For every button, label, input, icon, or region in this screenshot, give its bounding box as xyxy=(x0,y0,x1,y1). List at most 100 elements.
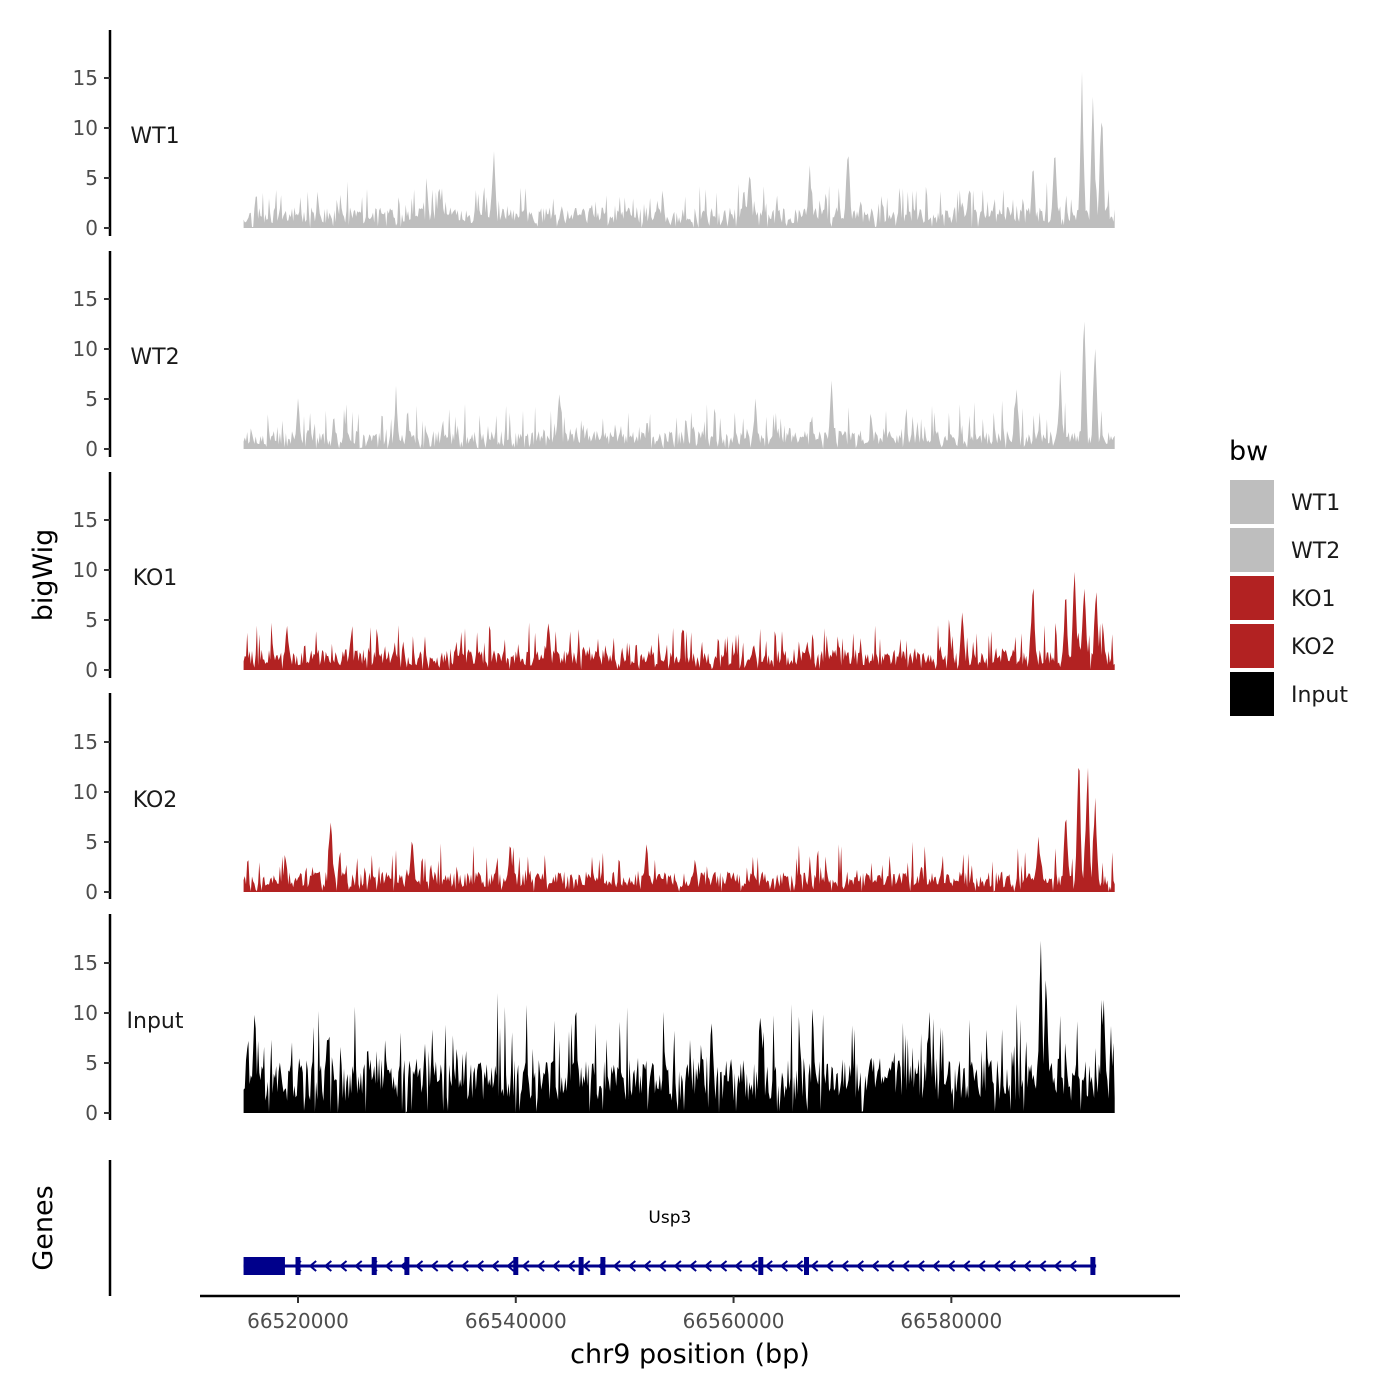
strand-arrow xyxy=(962,1260,971,1272)
x-tick-label: 66560000 xyxy=(683,1309,785,1333)
strand-arrow xyxy=(430,1260,439,1272)
strand-arrow xyxy=(916,1260,925,1272)
coverage-tracks: 0 5 10 15 WT1 0 5 10 15 WT2 0 5 10 15 KO1 0 5 10 15 KO2 0 5 10… xyxy=(73,30,1115,1125)
strand-arrow xyxy=(627,1260,636,1272)
gene-exon xyxy=(600,1257,606,1275)
strand-arrow xyxy=(749,1260,758,1272)
legend-label-wt2: WT2 xyxy=(1291,539,1340,564)
strand-arrow xyxy=(354,1260,363,1272)
track-wt2: 0 5 10 15 WT2 xyxy=(73,251,1115,461)
strand-arrow xyxy=(658,1260,667,1272)
strand-arrow xyxy=(338,1260,348,1272)
y-tick-label: 5 xyxy=(85,1051,98,1075)
strand-arrow xyxy=(597,1260,606,1272)
y-tick-label: 15 xyxy=(73,287,98,311)
strand-arrow xyxy=(779,1260,788,1272)
legend-key-ko1 xyxy=(1230,576,1274,620)
strand-arrow xyxy=(521,1260,530,1272)
y-tick-label: 15 xyxy=(73,508,98,532)
strand-arrow xyxy=(384,1260,393,1272)
gene-label: Usp3 xyxy=(648,1208,691,1228)
strand-arrow xyxy=(475,1260,484,1272)
legend-title: bw xyxy=(1229,436,1268,467)
strand-arrow xyxy=(977,1260,986,1272)
genes-panel: Usp3 xyxy=(108,1160,1097,1296)
strand-arrow xyxy=(414,1260,424,1272)
y-tick-label: 5 xyxy=(85,608,98,632)
strand-arrow xyxy=(794,1260,804,1272)
gene-exon xyxy=(404,1257,410,1275)
strand-arrow xyxy=(992,1260,1001,1272)
strand-arrow xyxy=(445,1260,454,1272)
strand-arrow xyxy=(840,1260,849,1272)
y-tick-label: 15 xyxy=(73,951,98,975)
track-label-wt1: WT1 xyxy=(130,124,179,149)
strand-arrow xyxy=(642,1260,652,1272)
strand-arrow xyxy=(810,1260,819,1272)
strand-arrow xyxy=(369,1260,378,1272)
track-ko1: 0 5 10 15 KO1 xyxy=(73,472,1115,682)
strand-arrow xyxy=(506,1260,515,1272)
legend-key-wt2 xyxy=(1230,528,1274,572)
strand-arrow xyxy=(673,1260,682,1272)
legend-label-wt1: WT1 xyxy=(1291,491,1340,516)
strand-arrow xyxy=(582,1260,591,1272)
legend-key-wt1 xyxy=(1230,480,1274,524)
strand-arrow xyxy=(734,1260,743,1272)
gene-exon xyxy=(371,1257,377,1275)
gene-exon xyxy=(513,1257,519,1275)
coverage-area-ko2 xyxy=(243,767,1115,892)
strand-arrow xyxy=(293,1260,302,1272)
strand-arrow xyxy=(825,1260,834,1272)
y-tick-label: 10 xyxy=(73,337,98,361)
coverage-area-ko1 xyxy=(243,571,1115,670)
x-tick-label: 66580000 xyxy=(900,1309,1002,1333)
strand-arrow xyxy=(308,1260,317,1272)
y-tick-label: 0 xyxy=(85,658,98,682)
coverage-area-wt1 xyxy=(243,72,1115,228)
strand-arrow xyxy=(566,1260,576,1272)
gene-exon xyxy=(578,1257,584,1275)
y-tick-label: 5 xyxy=(85,387,98,411)
y-tick-label: 10 xyxy=(73,1001,98,1025)
strand-arrow xyxy=(551,1260,560,1272)
gene-exon xyxy=(758,1257,764,1275)
y-tick-label: 5 xyxy=(85,830,98,854)
strand-arrow xyxy=(490,1260,500,1272)
strand-arrow xyxy=(688,1260,697,1272)
strand-arrow xyxy=(1022,1260,1032,1272)
track-label-ko2: KO2 xyxy=(133,788,178,813)
y-tick-label: 10 xyxy=(73,558,98,582)
strand-arrow xyxy=(536,1260,545,1272)
strand-arrow xyxy=(1038,1260,1047,1272)
strand-arrow xyxy=(612,1260,621,1272)
y-tick-label: 15 xyxy=(73,730,98,754)
strand-arrow xyxy=(323,1260,332,1272)
y-axis-title: bigWig xyxy=(28,529,59,622)
strand-arrow xyxy=(870,1260,880,1272)
y-tick-label: 10 xyxy=(73,116,98,140)
strand-arrow xyxy=(460,1260,469,1272)
gene-exon xyxy=(1090,1257,1096,1275)
strand-arrow xyxy=(901,1260,910,1272)
x-axis-title: chr9 position (bp) xyxy=(570,1339,810,1370)
track-wt1: 0 5 10 15 WT1 xyxy=(73,30,1115,240)
y-tick-label: 0 xyxy=(85,880,98,904)
strand-arrow xyxy=(1068,1260,1077,1272)
strand-arrow xyxy=(718,1260,728,1272)
strand-arrow xyxy=(703,1260,712,1272)
legend-key-input xyxy=(1230,672,1274,716)
track-label-ko1: KO1 xyxy=(133,566,178,591)
y-tick-label: 0 xyxy=(85,437,98,461)
x-tick-label: 66520000 xyxy=(247,1309,349,1333)
gene-exon xyxy=(804,1257,810,1275)
legend-label-ko1: KO1 xyxy=(1291,587,1336,612)
strand-arrow xyxy=(1053,1260,1062,1272)
y-tick-label: 15 xyxy=(73,66,98,90)
strand-arrow xyxy=(399,1260,408,1272)
strand-arrow xyxy=(931,1260,940,1272)
y-tick-label: 0 xyxy=(85,1101,98,1125)
strand-arrow xyxy=(1007,1260,1016,1272)
y-tick-label: 0 xyxy=(85,216,98,240)
